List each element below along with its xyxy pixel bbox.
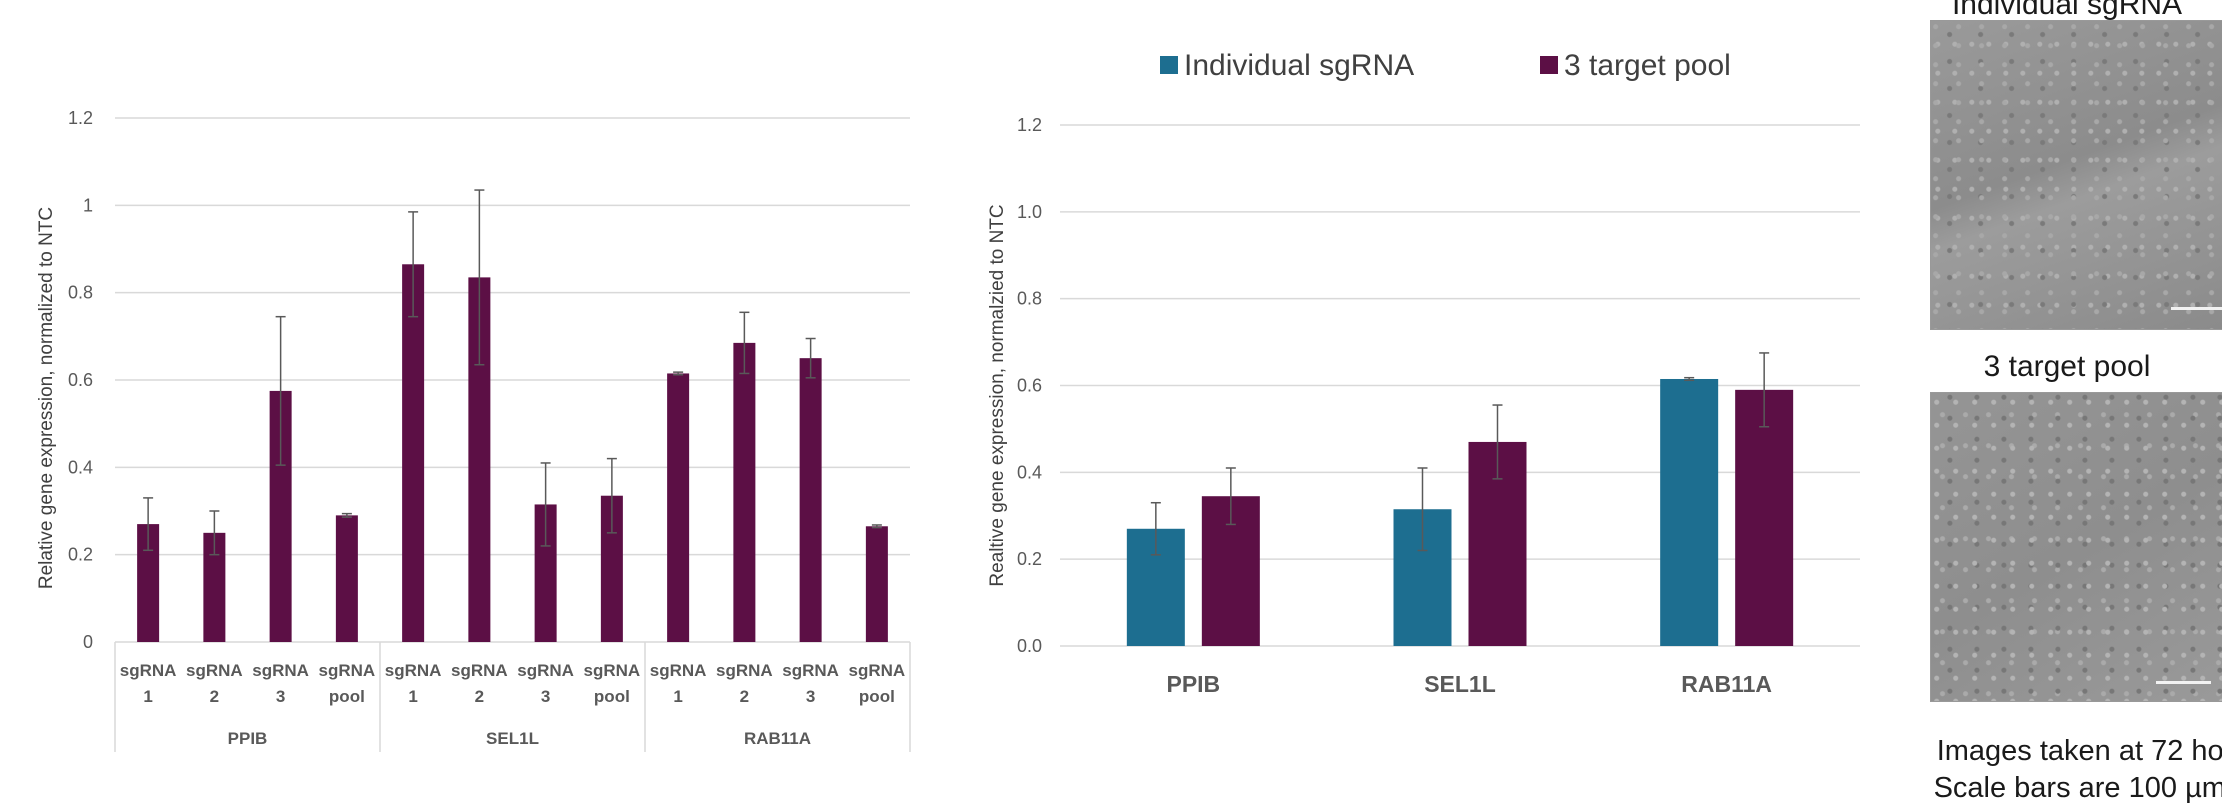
x-tick-label: sgRNA	[451, 661, 508, 680]
x-tick-label: 1	[673, 687, 682, 706]
legend-label: Individual sgRNA	[1184, 49, 1414, 82]
bar	[600, 495, 623, 642]
x-tick-label: sgRNA	[782, 661, 839, 680]
legend-swatch	[1160, 56, 1178, 74]
x-tick-label: 3	[806, 687, 815, 706]
x-tick-label: RAB11A	[1681, 671, 1772, 697]
x-tick-label: sgRNA	[120, 661, 177, 680]
x-tick-label: sgRNA	[252, 661, 309, 680]
y-tick-label: 0.4	[1017, 462, 1042, 482]
x-tick-label: sgRNA	[716, 661, 773, 680]
micrograph-caption-line2: Scale bars are 100 µm.	[1933, 772, 2222, 804]
legend-label: 3 target pool	[1564, 49, 1731, 82]
x-tick-label: 1	[143, 687, 152, 706]
micrograph-individual-sgrna	[1930, 20, 2222, 330]
x-tick-label: PPIB	[1166, 671, 1220, 697]
bar	[1735, 389, 1794, 646]
micrograph-top-label: Individual sgRNA	[1951, 0, 2183, 21]
y-tick-label: 1.2	[68, 108, 93, 128]
bar	[137, 524, 160, 642]
x-tick-label: sgRNA	[385, 661, 442, 680]
x-tick-label: 2	[475, 687, 484, 706]
micrograph-texture	[1931, 21, 2222, 329]
grouped-bar-chart-sgrna: 0 0.2 0.4 0.6 0.8 1 1.2 Relative gene expressio…	[0, 0, 940, 805]
x-tick-label: sgRNA	[517, 661, 574, 680]
x-tick-label: SEL1L	[1424, 671, 1496, 697]
y-tick-label: 0.8	[68, 283, 93, 303]
x-tick-label: pool	[329, 687, 365, 706]
bar	[402, 264, 425, 642]
x-tick-label: sgRNA	[849, 661, 906, 680]
y-axis-label: Relative gene expression, normalized to …	[36, 207, 57, 589]
micrograph-texture	[1931, 393, 2222, 701]
x-tick-label: 2	[740, 687, 749, 706]
x-tick-label: pool	[859, 687, 895, 706]
x-tick-label: 1	[408, 687, 417, 706]
x-tick-label: sgRNA	[319, 661, 376, 680]
x-tick-label: 3	[276, 687, 285, 706]
group-label: RAB11A	[744, 729, 811, 748]
bar	[1660, 378, 1719, 646]
chart2-svg: 0.0 0.2 0.4 0.6 0.8 1.0 1.2 Realtive gene expre…	[987, 49, 1860, 697]
grouped-bar-chart-individual-vs-pool: 0.0 0.2 0.4 0.6 0.8 1.0 1.2 Realtive gene expre…	[960, 0, 1880, 805]
group-label: SEL1L	[486, 729, 539, 748]
micrograph-3-target-pool	[1930, 392, 2222, 702]
chart1-svg: 0 0.2 0.4 0.6 0.8 1 1.2 Relative gene expressio…	[36, 108, 911, 752]
y-tick-label: 0.2	[1017, 549, 1042, 569]
micrograph-caption-line1: Images taken at 72 hours.	[1936, 735, 2222, 767]
y-tick-label: 0.6	[1017, 376, 1042, 396]
x-tick-label: sgRNA	[650, 661, 707, 680]
scale-bar	[2171, 307, 2222, 310]
x-tick-label: sgRNA	[186, 661, 243, 680]
x-tick-label: pool	[594, 687, 630, 706]
legend-swatch	[1540, 56, 1558, 74]
y-tick-label: 0.6	[68, 370, 93, 390]
bar	[534, 504, 557, 642]
group-label: PPIB	[228, 729, 268, 748]
y-tick-label: 0	[83, 632, 93, 652]
x-tick-label: 2	[210, 687, 219, 706]
bar	[335, 515, 358, 642]
y-axis-label: Realtive gene expression, normalzied to …	[987, 204, 1008, 586]
x-tick-label: sgRNA	[584, 661, 641, 680]
y-tick-label: 1	[83, 195, 93, 215]
y-tick-label: 1.0	[1017, 202, 1042, 222]
micrograph-bottom-label: 3 target pool	[1983, 350, 2151, 383]
bar	[269, 390, 292, 642]
bar	[799, 358, 822, 642]
x-tick-label: 3	[541, 687, 550, 706]
scale-bar	[2156, 681, 2211, 684]
bar	[203, 532, 226, 642]
bar	[865, 526, 888, 642]
y-tick-label: 0.8	[1017, 289, 1042, 309]
bar	[733, 342, 756, 642]
bar	[468, 277, 491, 642]
y-tick-label: 0.4	[68, 457, 93, 477]
bar	[667, 373, 690, 642]
y-tick-label: 1.2	[1017, 115, 1042, 135]
y-tick-label: 0.2	[68, 545, 93, 565]
y-tick-label: 0.0	[1017, 636, 1042, 656]
